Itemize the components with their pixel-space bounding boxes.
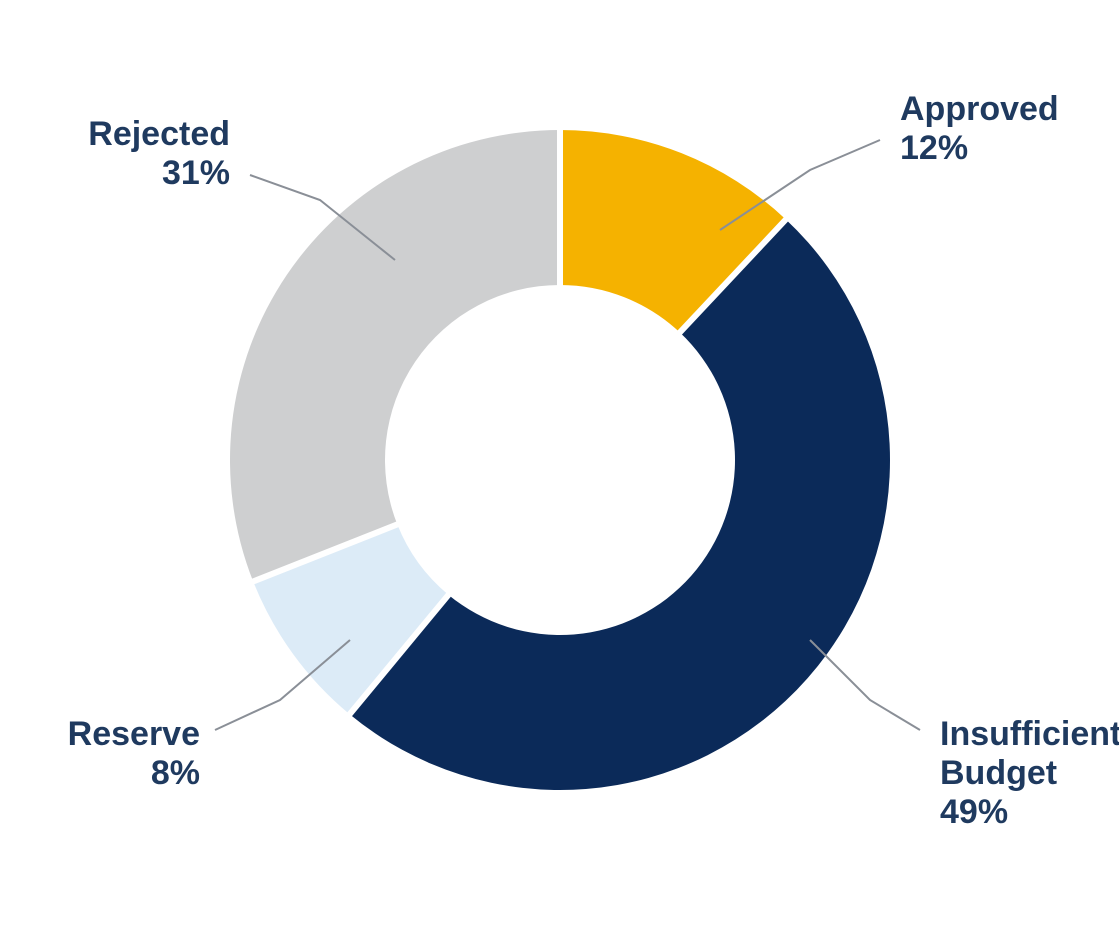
slice-rejected — [230, 130, 560, 581]
label-approved: Approved12% — [900, 90, 1059, 167]
label-insufficient-budget: InsufficientBudget49% — [940, 715, 1119, 831]
donut-chart: Approved12% InsufficientBudget49% Reserve8… — [0, 0, 1119, 939]
label-reserve: Reserve8% — [68, 715, 200, 792]
label-rejected: Rejected31% — [88, 115, 230, 192]
